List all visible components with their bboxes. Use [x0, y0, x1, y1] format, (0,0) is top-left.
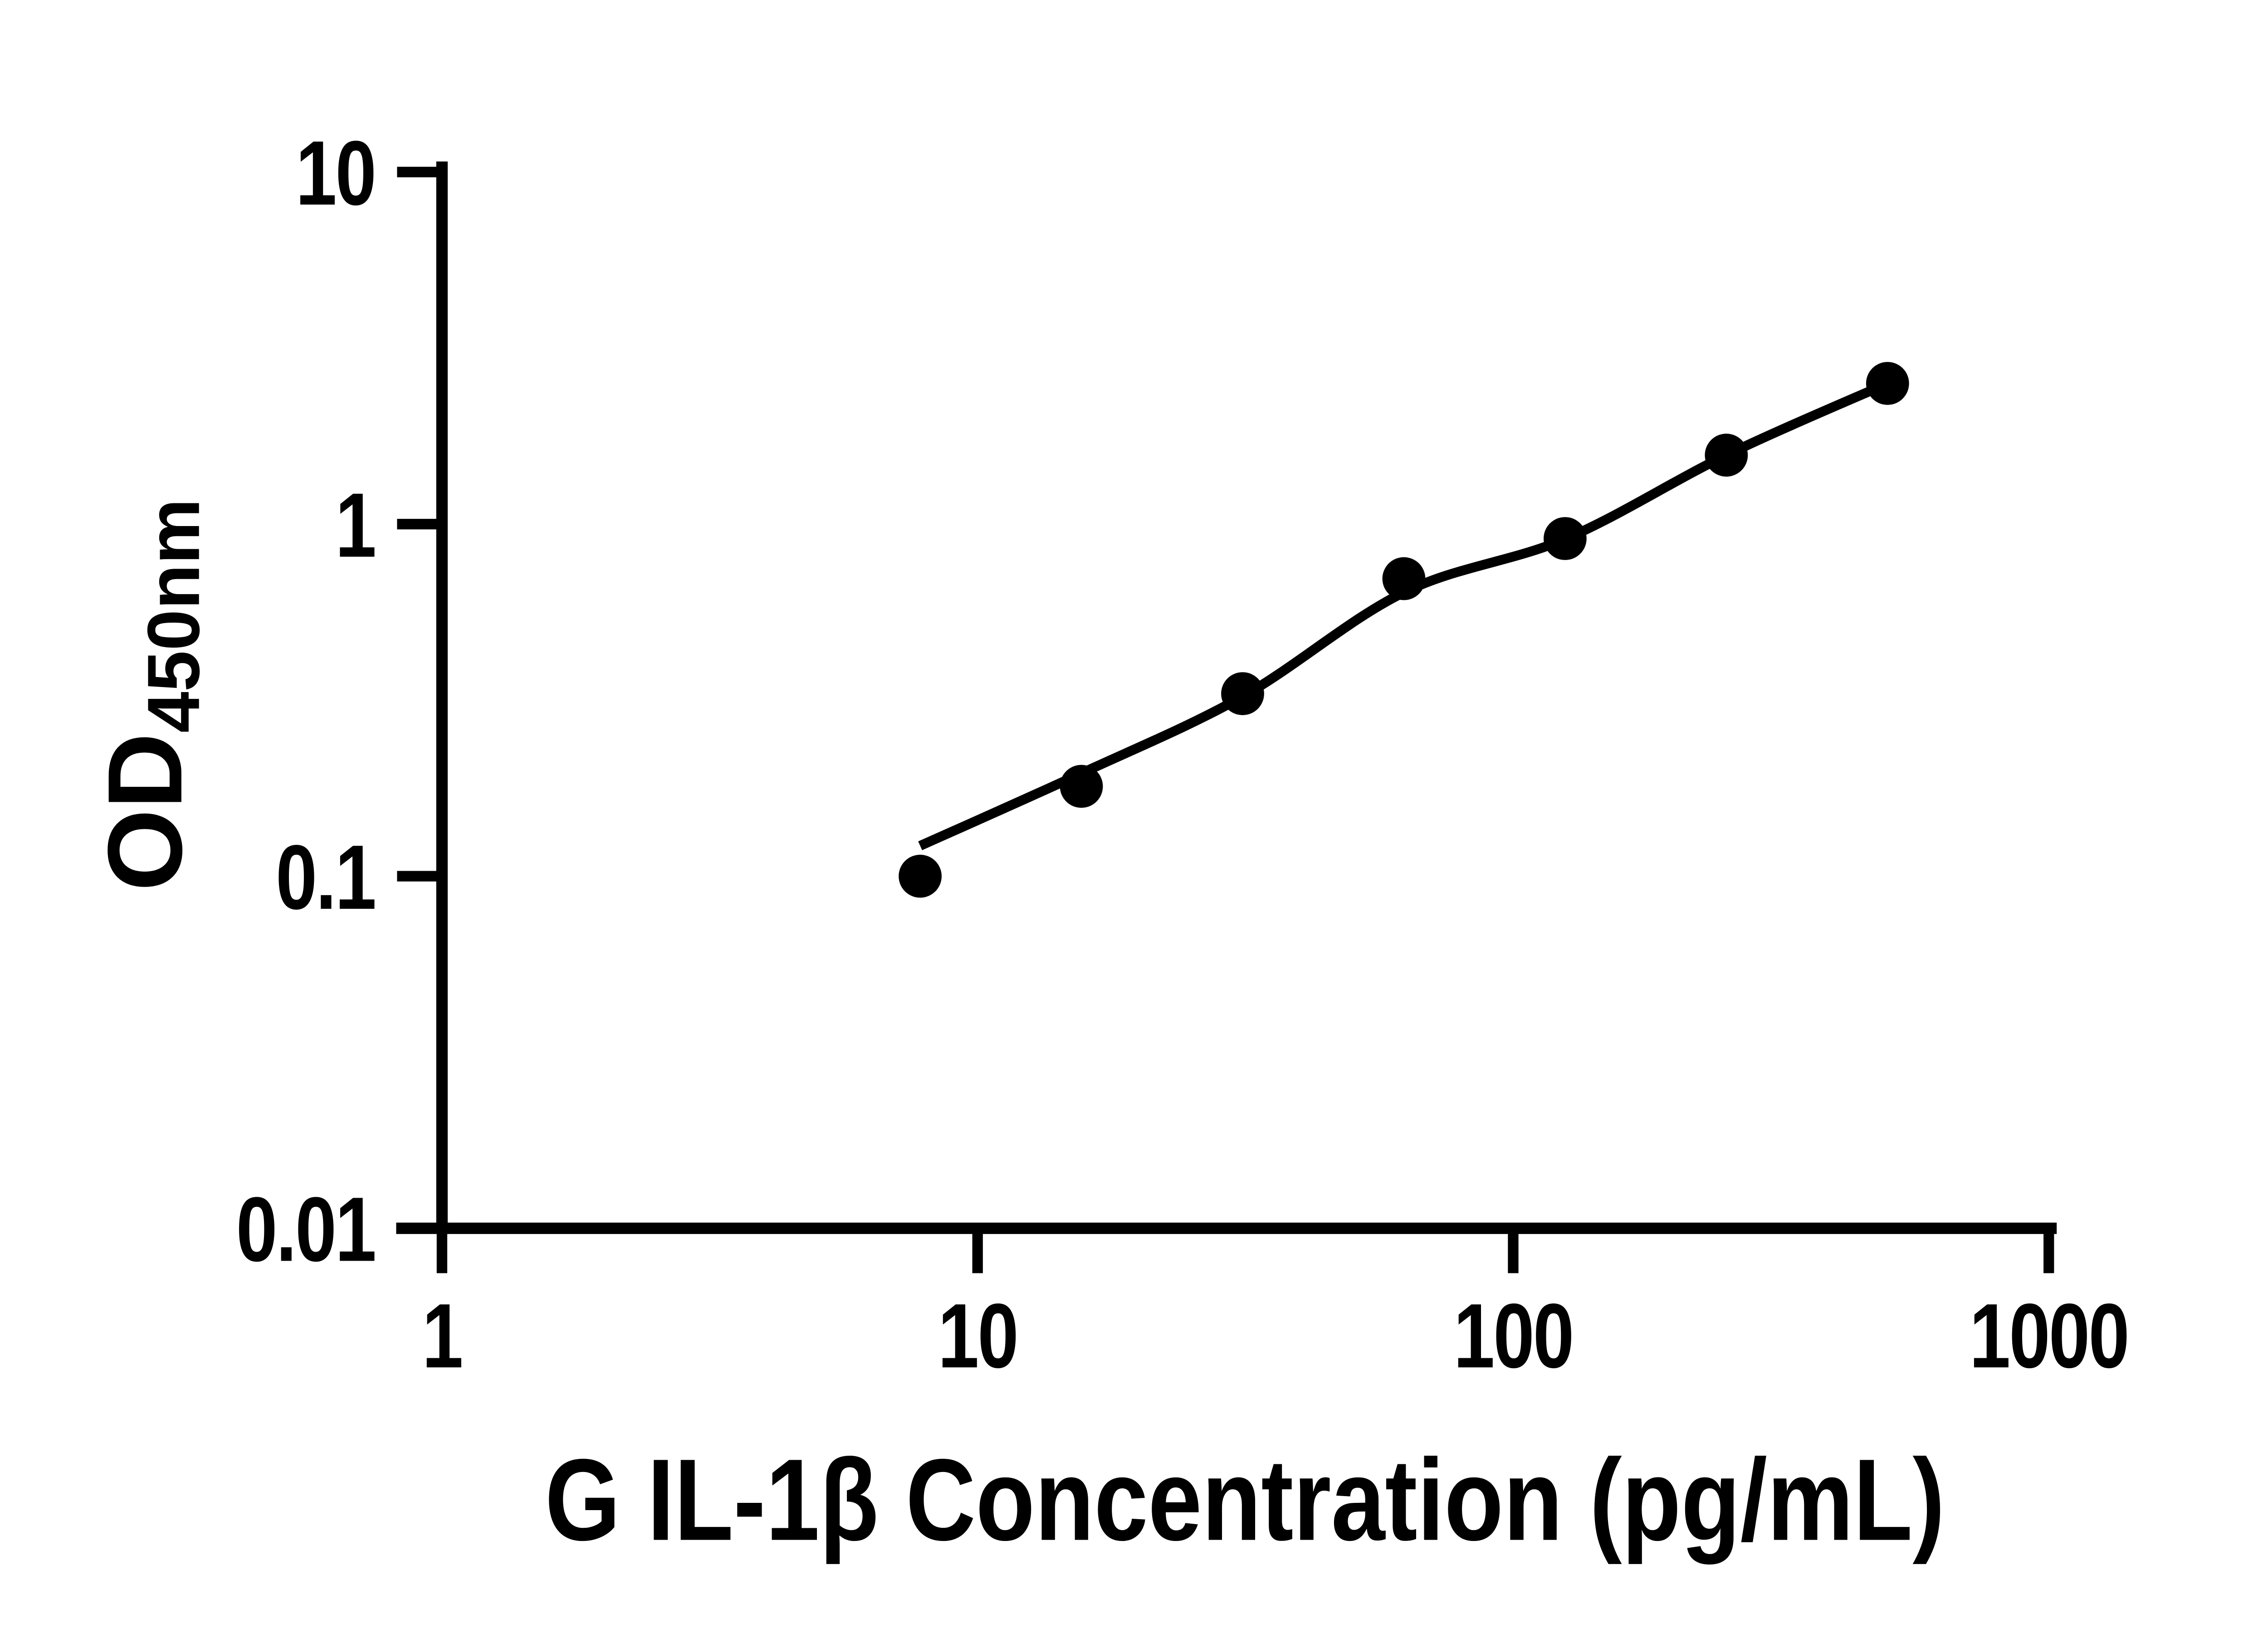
data-point	[1705, 434, 1748, 477]
y-tick-label: 1	[335, 474, 375, 576]
x-tick-label: 100	[1454, 1284, 1573, 1387]
data-point	[1060, 765, 1103, 808]
x-axis-title: G IL-1β Concentration (pg/mL)	[545, 1435, 1945, 1565]
y-tick-label: 0.1	[276, 826, 375, 928]
data-point	[1221, 672, 1264, 715]
y-tick-label: 0.01	[236, 1178, 375, 1280]
data-point	[1866, 362, 1909, 405]
y-tick-label: 10	[296, 122, 375, 224]
data-point	[1382, 557, 1426, 600]
y-axis-title-main: OD	[86, 733, 204, 891]
plot-area: 10 1 0.1 0.01 1 10 100 1000	[236, 122, 2130, 1387]
x-tick-label: 1000	[1970, 1284, 2128, 1387]
y-axis-title: OD450nm	[86, 498, 215, 891]
data-point	[1544, 517, 1587, 560]
x-tick-label: 1	[422, 1284, 462, 1387]
y-axis-title-subscript: 450nm	[132, 498, 215, 733]
x-tick-label: 10	[938, 1284, 1017, 1387]
data-point	[899, 854, 942, 898]
